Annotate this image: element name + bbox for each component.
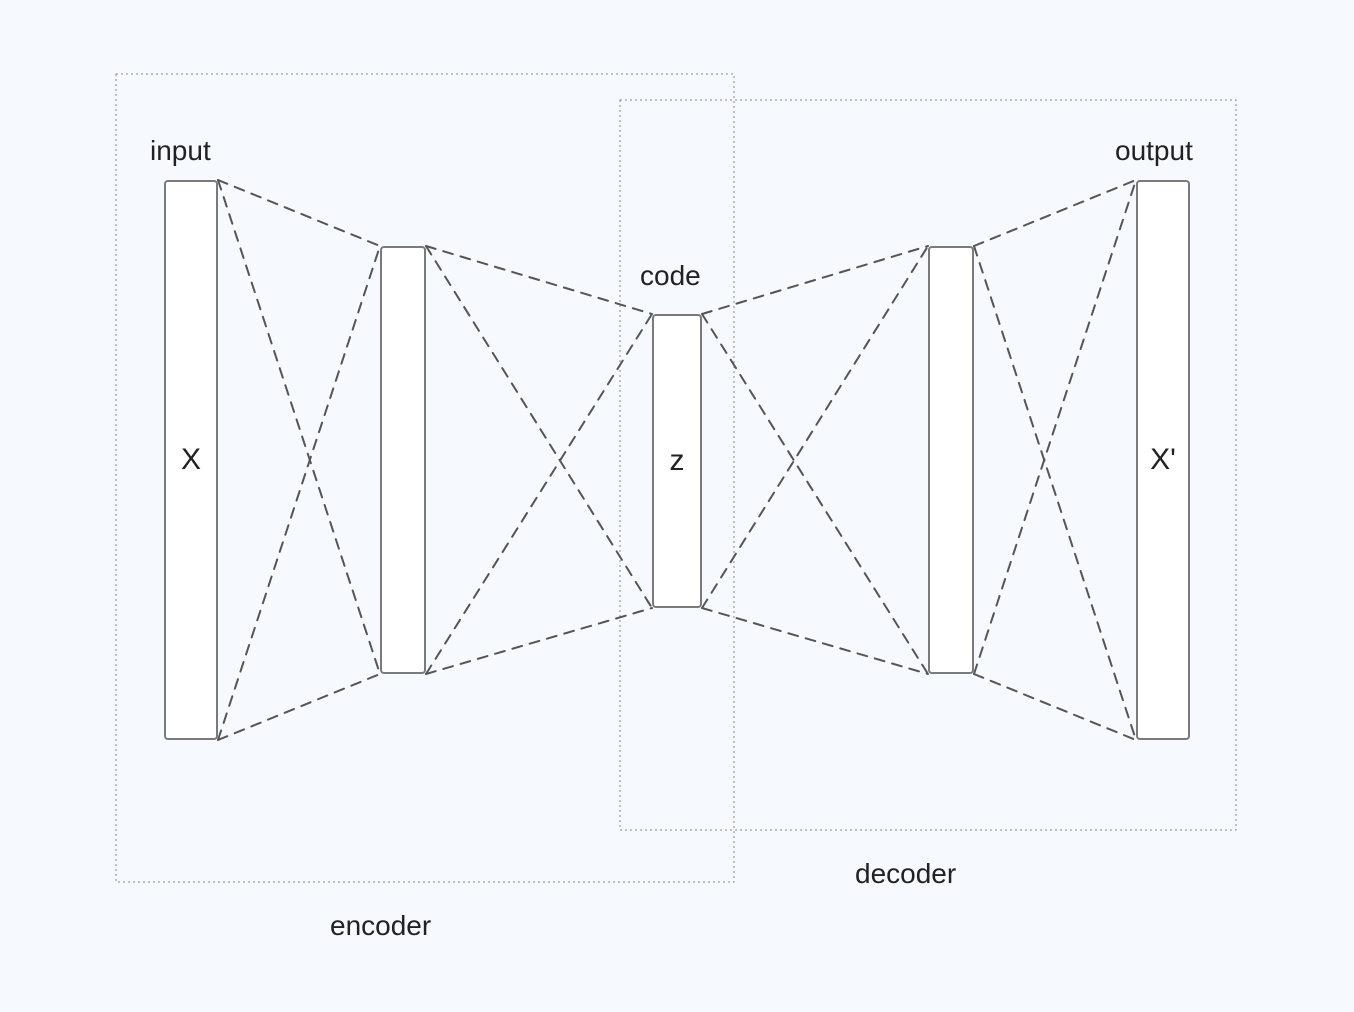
layer-output: X' xyxy=(1136,180,1190,740)
autoencoder-diagram: X z X' input code output encoder decoder xyxy=(0,0,1354,1012)
code-label: code xyxy=(640,260,701,292)
layer-input-label: X xyxy=(181,443,201,477)
encoder-label: encoder xyxy=(330,910,431,942)
decoder-label: decoder xyxy=(855,858,956,890)
layer-output-label: X' xyxy=(1150,443,1176,477)
layer-code: z xyxy=(652,314,702,608)
output-label: output xyxy=(1115,135,1193,167)
layer-code-label: z xyxy=(670,444,685,478)
layer-hidden-1 xyxy=(380,246,426,674)
layer-input: X xyxy=(164,180,218,740)
layer-hidden-2 xyxy=(928,246,974,674)
input-label: input xyxy=(150,135,211,167)
